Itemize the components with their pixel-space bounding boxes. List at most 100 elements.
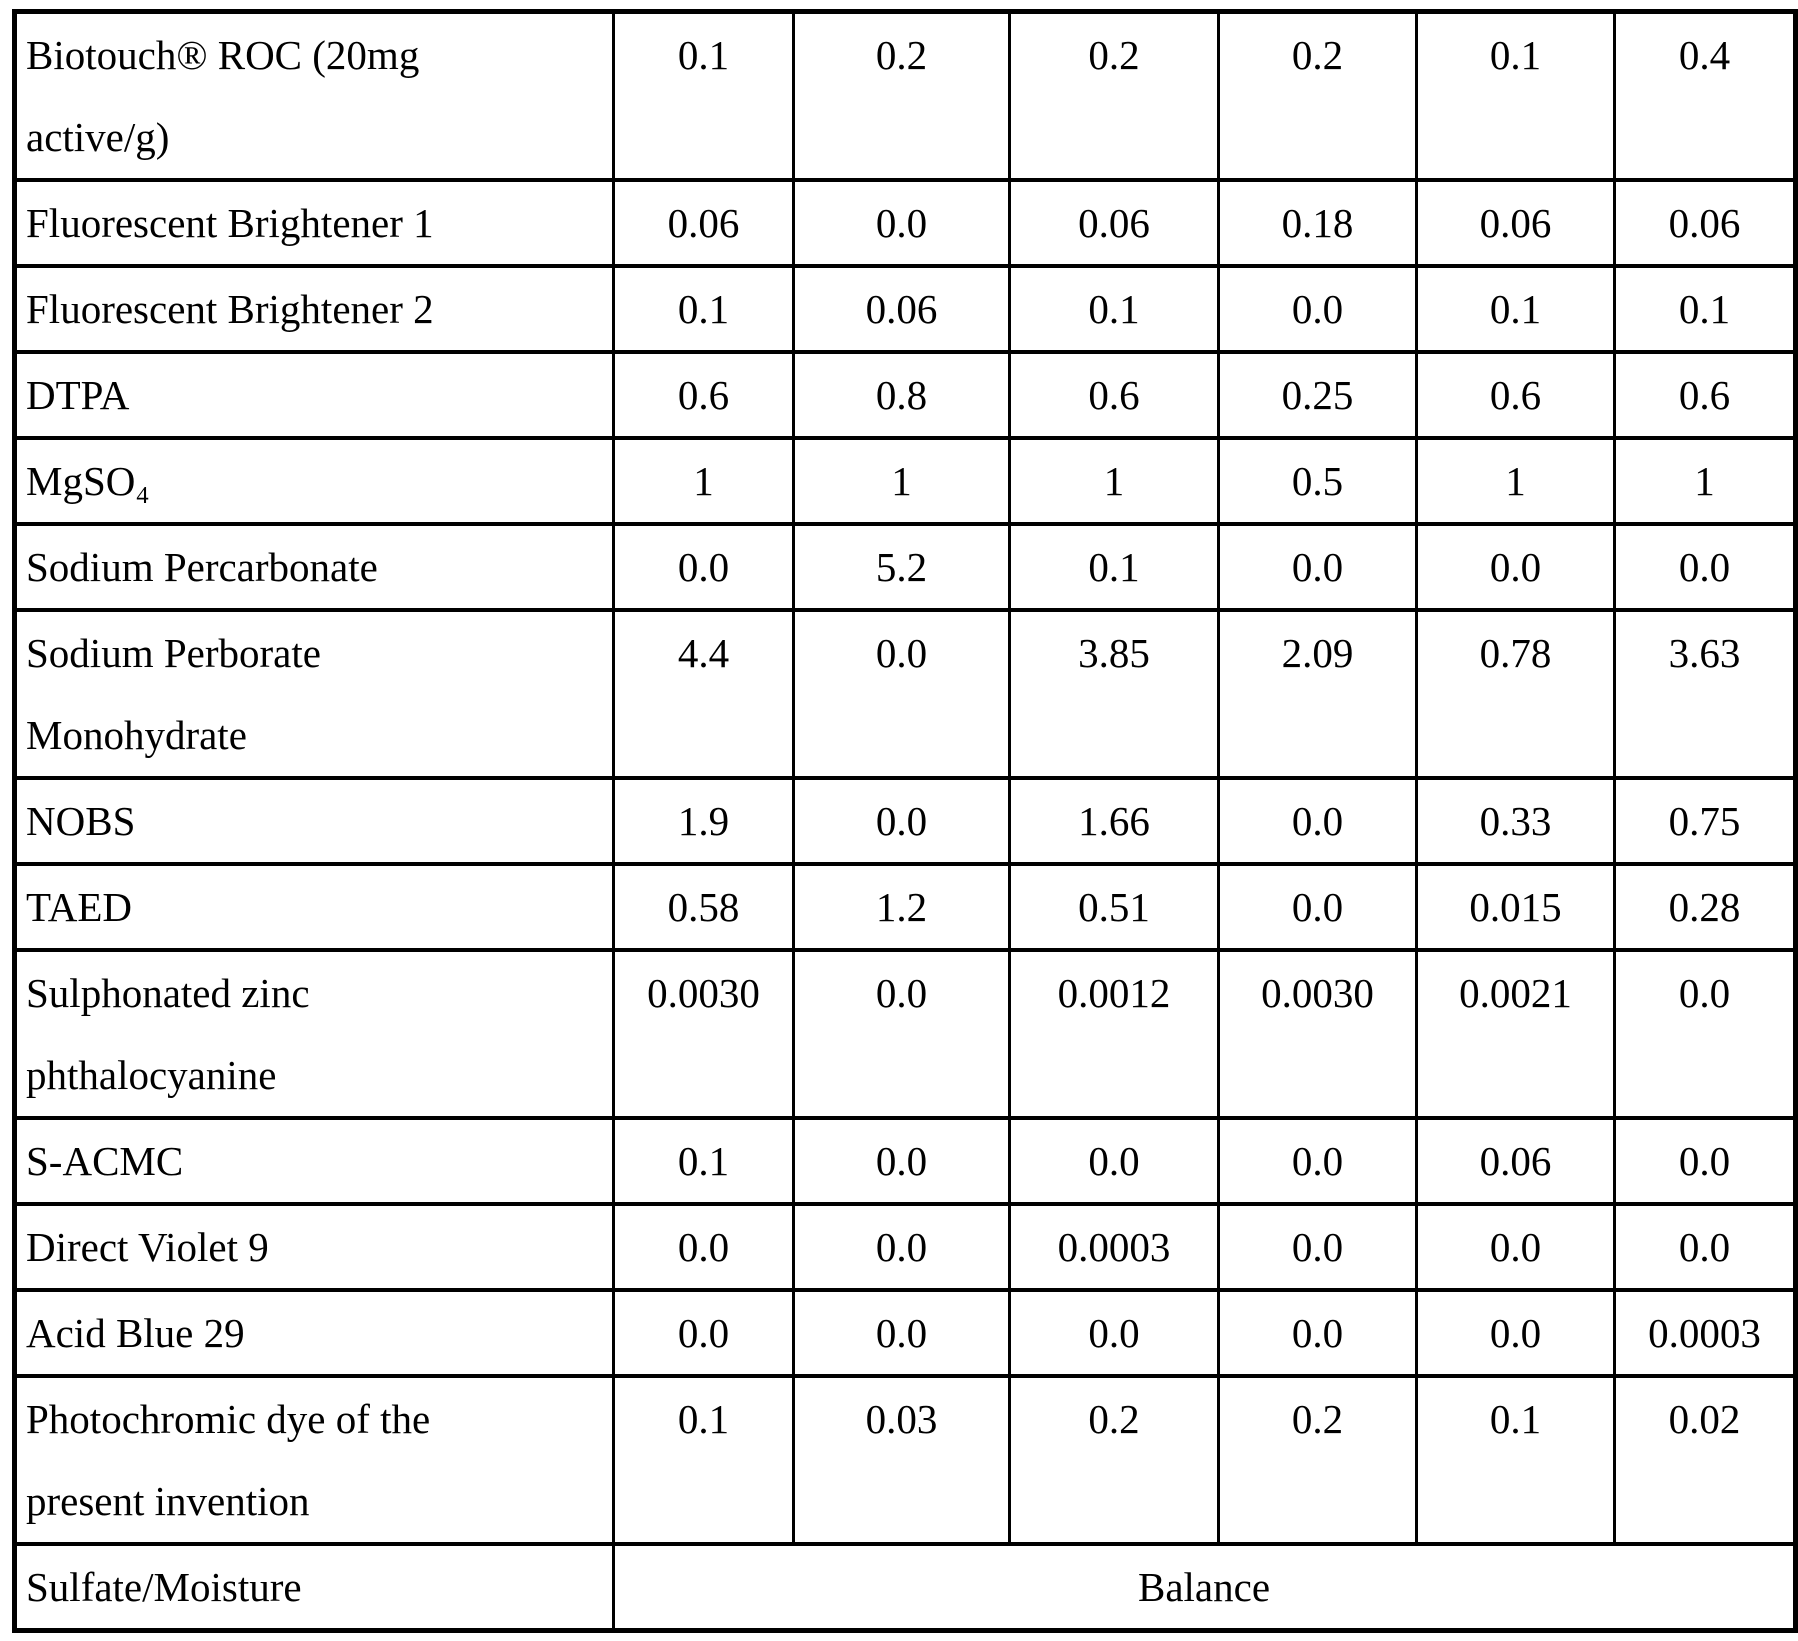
value-cell: 1 — [1008, 436, 1220, 526]
value-cell: 0.0 — [612, 1202, 795, 1292]
value-cell: 0.28 — [1613, 862, 1797, 952]
ingredient-label-cell: Sodium Percarbonate — [13, 522, 615, 612]
table-row: S-ACMC 0.1 0.0 0.0 0.0 0.06 0.0 — [13, 1116, 1797, 1206]
value-cell: 0.0 — [792, 1288, 1011, 1378]
value-cell: 0.0 — [1008, 1288, 1220, 1378]
value-cell: 0.0030 — [612, 948, 795, 1120]
value-cell: 0.0030 — [1217, 948, 1418, 1120]
ingredient-label-cell: Sodium Perborate Monohydrate — [13, 608, 615, 780]
value-cell: 0.0 — [1415, 522, 1616, 612]
value-cell: 0.6 — [1415, 350, 1616, 440]
balance-span-cell: Balance — [612, 1542, 1797, 1633]
value-cell: 0.1 — [1008, 264, 1220, 354]
value-cell: 3.63 — [1613, 608, 1797, 780]
value-cell: 0.0 — [792, 178, 1011, 268]
value-cell: 0.06 — [612, 178, 795, 268]
ingredient-label-cell: Sulphonated zinc phthalocyanine — [13, 948, 615, 1120]
value-cell: 0.78 — [1415, 608, 1616, 780]
value-cell: 0.06 — [792, 264, 1011, 354]
value-cell: 0.51 — [1008, 862, 1220, 952]
table-row: Fluorescent Brightener 2 0.1 0.06 0.1 0.0 0.1… — [13, 264, 1797, 354]
value-cell: 1.9 — [612, 776, 795, 866]
value-cell: 0.015 — [1415, 862, 1616, 952]
value-cell: 0.18 — [1217, 178, 1418, 268]
table-row: Sulphonated zinc phthalocyanine 0.0030 0.0… — [13, 948, 1797, 1120]
value-cell: 3.85 — [1008, 608, 1220, 780]
value-cell: 0.06 — [1415, 178, 1616, 268]
value-cell: 0.6 — [1613, 350, 1797, 440]
value-cell: 5.2 — [792, 522, 1011, 612]
value-cell: 0.0 — [1613, 948, 1797, 1120]
ingredient-label-cell: MgSO₄ — [13, 436, 615, 526]
ingredient-label-cell: Biotouch® ROC (20mg active/g) — [13, 9, 615, 182]
value-cell: 0.0 — [1415, 1202, 1616, 1292]
value-cell: 0.0021 — [1415, 948, 1616, 1120]
table-row: MgSO₄ 1 1 1 0.5 1 1 — [13, 436, 1797, 526]
value-cell: 0.0 — [1217, 1116, 1418, 1206]
ingredient-label-cell: Direct Violet 9 — [13, 1202, 615, 1292]
value-cell: 0.0 — [1613, 1202, 1797, 1292]
value-cell: 0.5 — [1217, 436, 1418, 526]
ingredient-label-cell: Photochromic dye of the present inventio… — [13, 1374, 615, 1546]
table-row: Photochromic dye of the present inventio… — [13, 1374, 1797, 1546]
composition-table-body: Biotouch® ROC (20mg active/g) 0.1 0.2 0.2 0.… — [13, 9, 1797, 1633]
ingredient-label-cell: Fluorescent Brightener 1 — [13, 178, 615, 268]
value-cell: 0.0 — [1217, 1288, 1418, 1378]
value-cell: 0.0 — [612, 1288, 795, 1378]
value-cell: 0.1 — [612, 1374, 795, 1546]
value-cell: 1 — [1613, 436, 1797, 526]
value-cell: 0.0 — [1613, 522, 1797, 612]
value-cell: 0.8 — [792, 350, 1011, 440]
value-cell: 0.0 — [1217, 522, 1418, 612]
ingredient-label-cell: Sulfate/Moisture — [13, 1542, 615, 1633]
value-cell: 0.6 — [1008, 350, 1220, 440]
ingredient-label-cell: S-ACMC — [13, 1116, 615, 1206]
value-cell: 1 — [1415, 436, 1616, 526]
value-cell: 0.0003 — [1613, 1288, 1797, 1378]
table-row: Sulfate/Moisture Balance — [13, 1542, 1797, 1633]
table-row: DTPA 0.6 0.8 0.6 0.25 0.6 0.6 — [13, 350, 1797, 440]
table-row: Direct Violet 9 0.0 0.0 0.0003 0.0 0.0 0.0 — [13, 1202, 1797, 1292]
composition-table: Biotouch® ROC (20mg active/g) 0.1 0.2 0.2 0.… — [12, 9, 1798, 1633]
table-row: Biotouch® ROC (20mg active/g) 0.1 0.2 0.2 0.… — [13, 9, 1797, 182]
ingredient-label-cell: Fluorescent Brightener 2 — [13, 264, 615, 354]
value-cell: 0.6 — [612, 350, 795, 440]
ingredient-label-cell: DTPA — [13, 350, 615, 440]
value-cell: 1 — [792, 436, 1011, 526]
value-cell: 1.66 — [1008, 776, 1220, 866]
value-cell: 0.1 — [612, 264, 795, 354]
table-row: Sodium Perborate Monohydrate 4.4 0.0 3.85 2.… — [13, 608, 1797, 780]
ingredient-label-cell: TAED — [13, 862, 615, 952]
table-row: Acid Blue 29 0.0 0.0 0.0 0.0 0.0 0.0003 — [13, 1288, 1797, 1378]
value-cell: 0.02 — [1613, 1374, 1797, 1546]
value-cell: 0.75 — [1613, 776, 1797, 866]
value-cell: 0.0 — [792, 776, 1011, 866]
value-cell: 0.0012 — [1008, 948, 1220, 1120]
table-row: NOBS 1.9 0.0 1.66 0.0 0.33 0.75 — [13, 776, 1797, 866]
value-cell: 0.0 — [1613, 1116, 1797, 1206]
ingredient-label-cell: Acid Blue 29 — [13, 1288, 615, 1378]
value-cell: 0.06 — [1613, 178, 1797, 268]
value-cell: 0.2 — [1217, 1374, 1418, 1546]
value-cell: 2.09 — [1217, 608, 1418, 780]
table-row: Fluorescent Brightener 1 0.06 0.0 0.06 0.18 0… — [13, 178, 1797, 268]
value-cell: 0.1 — [612, 1116, 795, 1206]
table-row: Sodium Percarbonate 0.0 5.2 0.1 0.0 0.0 0.0 — [13, 522, 1797, 612]
value-cell: 0.1 — [612, 9, 795, 182]
value-cell: 0.0003 — [1008, 1202, 1220, 1292]
value-cell: 0.0 — [1217, 264, 1418, 354]
value-cell: 0.0 — [792, 1202, 1011, 1292]
value-cell: 1 — [612, 436, 795, 526]
value-cell: 0.1 — [1415, 9, 1616, 182]
value-cell: 0.0 — [1217, 1202, 1418, 1292]
value-cell: 0.0 — [612, 522, 795, 612]
value-cell: 0.58 — [612, 862, 795, 952]
value-cell: 0.2 — [792, 9, 1011, 182]
value-cell: 0.2 — [1217, 9, 1418, 182]
value-cell: 0.0 — [792, 608, 1011, 780]
value-cell: 0.06 — [1008, 178, 1220, 268]
value-cell: 0.0 — [792, 1116, 1011, 1206]
value-cell: 0.0 — [1217, 862, 1418, 952]
value-cell: 4.4 — [612, 608, 795, 780]
